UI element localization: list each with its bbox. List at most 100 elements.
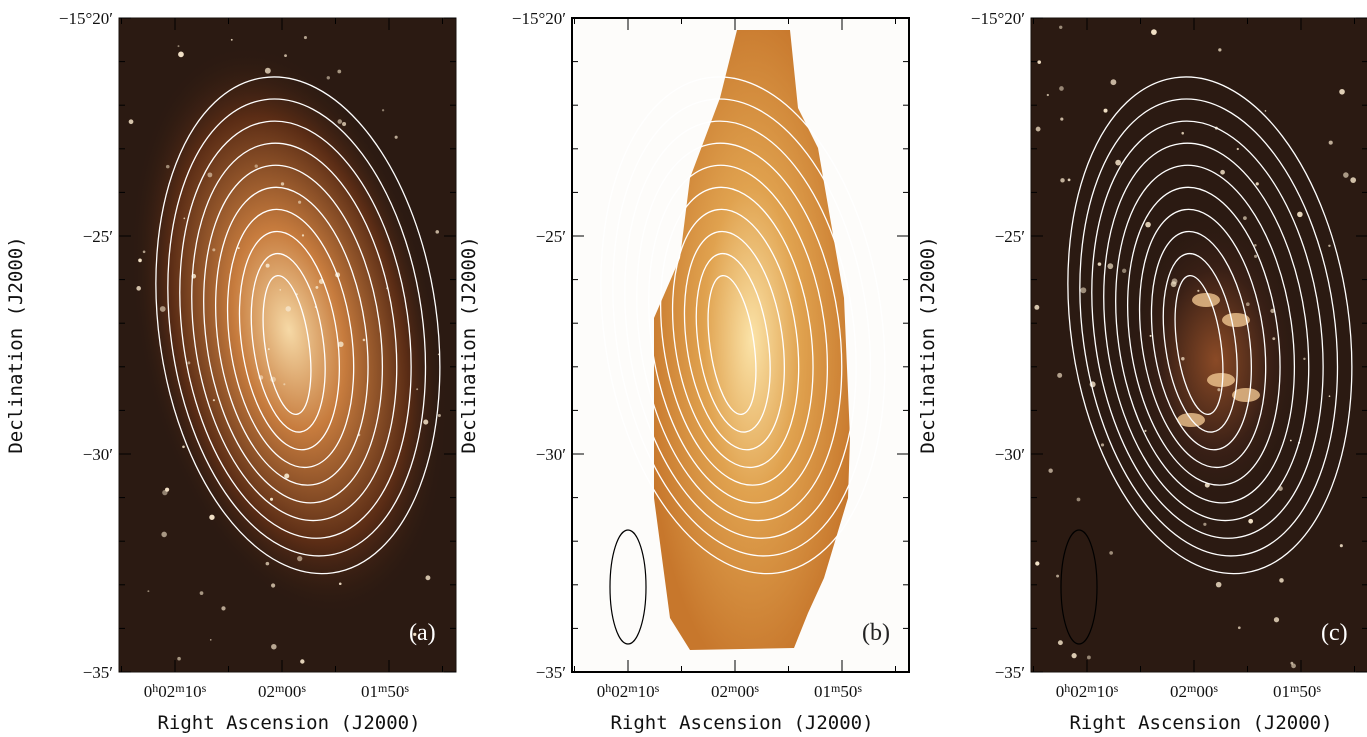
y-tick-label: −15°20′ — [59, 9, 113, 28]
star — [1144, 430, 1146, 432]
star — [147, 590, 149, 592]
star — [284, 473, 289, 478]
y-axis-title: Declination (J2000) — [917, 236, 939, 453]
star — [304, 36, 307, 39]
star — [337, 119, 342, 124]
star — [435, 230, 439, 234]
star — [284, 54, 287, 57]
star — [315, 286, 318, 289]
star — [1329, 395, 1331, 397]
star — [1243, 216, 1247, 220]
star — [395, 136, 398, 139]
star — [207, 172, 212, 177]
star — [285, 306, 290, 311]
star — [238, 247, 240, 249]
galaxy-glow — [1126, 210, 1306, 510]
star — [1256, 182, 1259, 185]
number: 02 — [258, 682, 275, 701]
star — [1237, 148, 1239, 150]
star — [1111, 79, 1117, 85]
star — [1080, 287, 1086, 293]
panel: (c)−15°20′−25′−30′−35′0h02m10s02m00s01m5… — [917, 9, 1367, 734]
y-tick-label: −15°20′ — [971, 9, 1025, 28]
star — [1238, 626, 1241, 629]
star — [143, 250, 146, 253]
star — [138, 259, 142, 263]
star — [1203, 523, 1206, 526]
number: 02 — [711, 682, 728, 701]
star — [1037, 60, 1041, 64]
star — [1248, 519, 1253, 524]
star — [1246, 302, 1250, 306]
star — [327, 76, 330, 79]
star — [1098, 262, 1102, 266]
star — [1197, 290, 1199, 292]
figure: (a)−15°20′−25′−30′−35′0h02m10s02m00s01m5… — [0, 0, 1367, 737]
star — [1060, 178, 1064, 182]
star — [382, 109, 384, 111]
star — [425, 575, 430, 580]
number: 10 — [638, 682, 655, 701]
star — [1115, 160, 1121, 166]
star — [342, 122, 346, 126]
star — [1339, 89, 1345, 95]
star — [271, 583, 275, 587]
star — [1150, 335, 1152, 337]
star — [161, 532, 167, 538]
star — [177, 657, 181, 661]
number: 02 — [1070, 682, 1087, 701]
number: 01 — [814, 682, 831, 701]
star — [1056, 575, 1059, 578]
panel-label: (b) — [862, 620, 890, 646]
y-tick-label: −30′ — [995, 445, 1025, 464]
star — [1265, 110, 1267, 112]
x-axis-title: Right Ascension (J2000) — [157, 712, 420, 734]
x-axis-title: Right Ascension (J2000) — [1069, 712, 1332, 734]
x-tick-label: 0h02m10s — [1056, 681, 1119, 701]
star — [1101, 443, 1104, 446]
star — [1059, 86, 1064, 91]
star — [1328, 245, 1330, 247]
star — [166, 165, 170, 169]
number: 00 — [284, 682, 301, 701]
unit-superscript: s — [1316, 681, 1321, 695]
star — [1343, 172, 1349, 178]
star — [1048, 469, 1052, 473]
y-tick-label: −35′ — [536, 663, 566, 682]
number: 01 — [361, 682, 378, 701]
unit-superscript: s — [754, 681, 759, 695]
star — [279, 289, 281, 291]
star — [1109, 551, 1113, 555]
unit-superscript: s — [1114, 681, 1119, 695]
star — [423, 419, 428, 424]
unit-superscript: s — [857, 681, 862, 695]
star — [337, 70, 341, 74]
number: 10 — [1097, 682, 1114, 701]
y-axis-title: Declination (J2000) — [458, 236, 480, 453]
x-tick-label: 0h02m10s — [597, 681, 660, 701]
star — [178, 45, 180, 47]
y-tick-label: −15°20′ — [512, 9, 566, 28]
hii-region — [1207, 373, 1235, 387]
unit-superscript: s — [655, 681, 660, 695]
star — [281, 182, 284, 185]
star — [1047, 94, 1049, 96]
number: 00 — [1196, 682, 1213, 701]
unit-superscript: s — [301, 681, 306, 695]
star — [1290, 440, 1292, 442]
star — [300, 659, 304, 663]
number: 0 — [144, 682, 153, 701]
star — [1077, 498, 1081, 502]
star — [268, 348, 270, 350]
star — [231, 39, 233, 41]
star — [1254, 255, 1257, 258]
star — [416, 388, 418, 390]
star — [363, 339, 366, 342]
star — [438, 414, 441, 417]
number: 02 — [611, 682, 628, 701]
star — [200, 591, 204, 595]
y-tick-label: −25′ — [536, 227, 566, 246]
number: 02 — [1170, 682, 1187, 701]
